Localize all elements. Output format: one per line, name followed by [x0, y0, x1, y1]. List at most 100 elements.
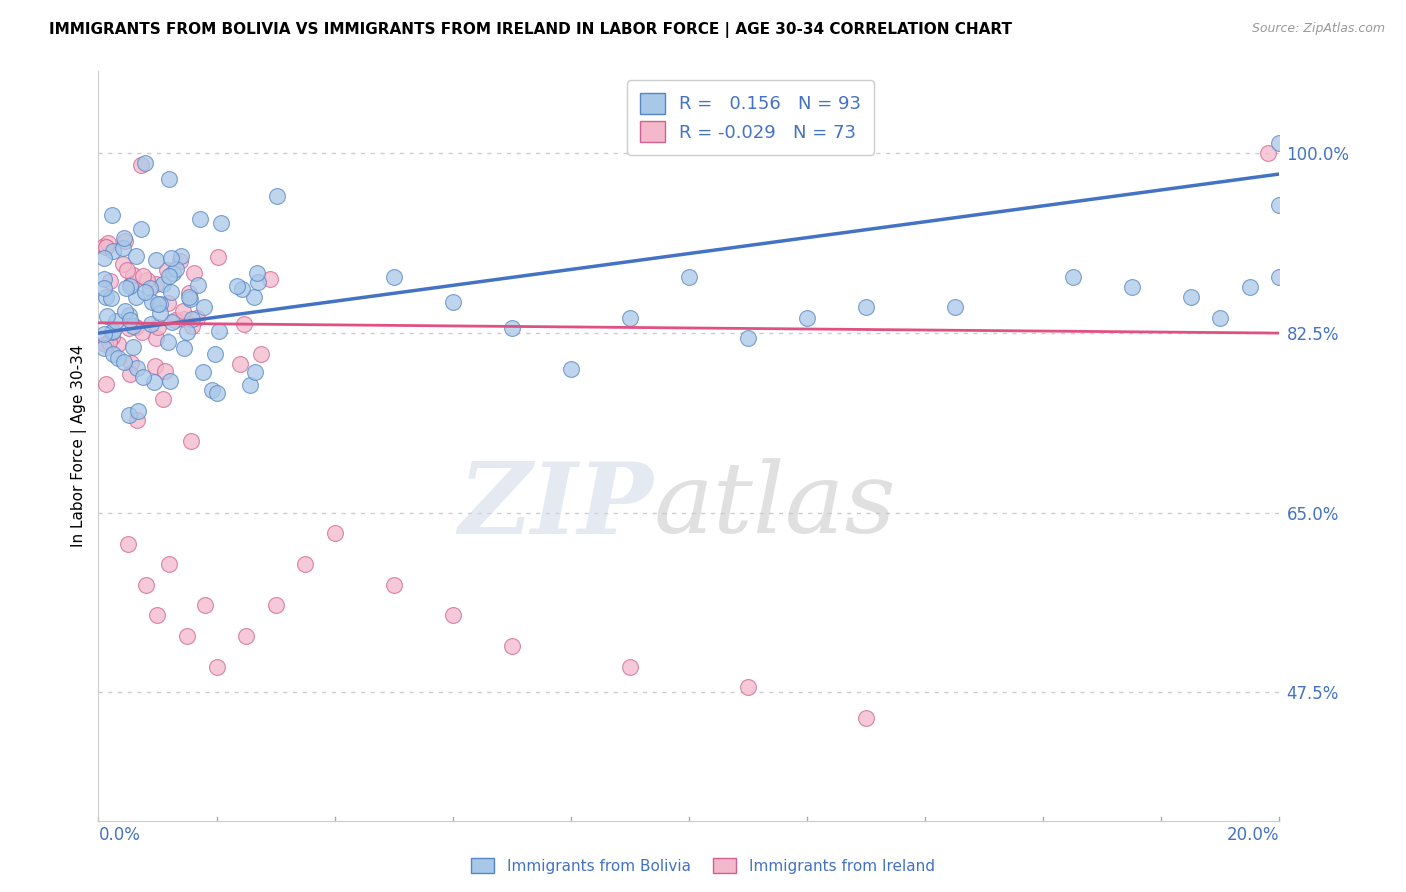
- Point: [1268, 269, 1291, 284]
- Point: [1062, 269, 1084, 284]
- Point: [1268, 198, 1291, 212]
- Point: [127, 413, 149, 427]
- Point: [132, 269, 155, 284]
- Point: [382, 269, 405, 284]
- Point: [1239, 280, 1261, 294]
- Legend: R =   0.156   N = 93, R = -0.029   N = 73: R = 0.156 N = 93, R = -0.029 N = 73: [627, 80, 875, 154]
- Point: [100, 208, 122, 222]
- Point: [107, 351, 129, 366]
- Point: [112, 355, 135, 369]
- Text: 0.0%: 0.0%: [98, 826, 141, 844]
- Point: [120, 355, 142, 369]
- Point: [1121, 280, 1143, 294]
- Point: [101, 325, 124, 339]
- Point: [131, 325, 153, 339]
- Point: [98, 274, 121, 288]
- Point: [180, 318, 202, 333]
- Point: [112, 257, 135, 271]
- Point: [294, 557, 316, 571]
- Point: [118, 308, 141, 322]
- Point: [737, 331, 759, 345]
- Point: [94, 240, 117, 254]
- Y-axis label: In Labor Force | Age 30-34: In Labor Force | Age 30-34: [72, 344, 87, 548]
- Point: [187, 278, 209, 293]
- Point: [225, 278, 247, 293]
- Point: [855, 711, 877, 725]
- Point: [149, 297, 172, 311]
- Point: [186, 310, 208, 325]
- Point: [193, 300, 215, 314]
- Point: [157, 171, 180, 186]
- Point: [169, 253, 191, 268]
- Point: [134, 285, 156, 300]
- Point: [118, 408, 141, 422]
- Point: [1180, 290, 1202, 304]
- Point: [259, 272, 281, 286]
- Point: [118, 313, 141, 327]
- Point: [156, 263, 179, 277]
- Point: [127, 403, 149, 417]
- Legend: Immigrants from Bolivia, Immigrants from Ireland: Immigrants from Bolivia, Immigrants from…: [465, 852, 941, 880]
- Point: [176, 325, 198, 339]
- Point: [176, 629, 198, 643]
- Point: [232, 317, 254, 331]
- Point: [207, 250, 229, 264]
- Point: [135, 577, 157, 591]
- Text: IMMIGRANTS FROM BOLIVIA VS IMMIGRANTS FROM IRELAND IN LABOR FORCE | AGE 30-34 CO: IMMIGRANTS FROM BOLIVIA VS IMMIGRANTS FR…: [49, 22, 1012, 38]
- Point: [163, 312, 186, 326]
- Point: [118, 321, 141, 335]
- Point: [97, 235, 120, 250]
- Point: [619, 659, 641, 673]
- Point: [441, 608, 464, 623]
- Point: [156, 334, 179, 349]
- Point: [441, 295, 464, 310]
- Point: [173, 341, 195, 355]
- Point: [209, 216, 232, 230]
- Point: [101, 330, 124, 344]
- Text: 20.0%: 20.0%: [1227, 826, 1279, 844]
- Point: [162, 315, 184, 329]
- Point: [205, 659, 228, 673]
- Point: [94, 376, 117, 391]
- Point: [1209, 310, 1232, 325]
- Point: [115, 281, 138, 295]
- Point: [94, 290, 117, 304]
- Point: [173, 311, 195, 326]
- Point: [160, 285, 183, 299]
- Point: [93, 239, 115, 253]
- Text: Source: ZipAtlas.com: Source: ZipAtlas.com: [1251, 22, 1385, 36]
- Point: [93, 280, 115, 294]
- Point: [242, 290, 264, 304]
- Point: [188, 211, 211, 226]
- Point: [204, 347, 226, 361]
- Point: [208, 324, 231, 338]
- Point: [112, 231, 135, 245]
- Point: [139, 280, 162, 294]
- Point: [143, 359, 166, 373]
- Point: [129, 158, 152, 172]
- Point: [141, 295, 163, 310]
- Point: [145, 277, 167, 291]
- Point: [560, 362, 582, 376]
- Point: [245, 266, 267, 280]
- Point: [101, 346, 124, 360]
- Point: [250, 347, 273, 361]
- Point: [229, 357, 252, 371]
- Point: [96, 309, 118, 323]
- Point: [146, 297, 169, 311]
- Text: ZIP: ZIP: [458, 458, 654, 554]
- Point: [152, 277, 174, 291]
- Point: [1268, 136, 1291, 151]
- Point: [382, 577, 405, 591]
- Point: [146, 608, 169, 623]
- Point: [159, 375, 181, 389]
- Point: [180, 434, 202, 448]
- Point: [118, 278, 141, 293]
- Point: [201, 383, 224, 397]
- Point: [125, 320, 148, 334]
- Point: [101, 244, 124, 258]
- Point: [155, 364, 177, 378]
- Point: [118, 367, 141, 381]
- Point: [235, 629, 257, 643]
- Point: [100, 292, 122, 306]
